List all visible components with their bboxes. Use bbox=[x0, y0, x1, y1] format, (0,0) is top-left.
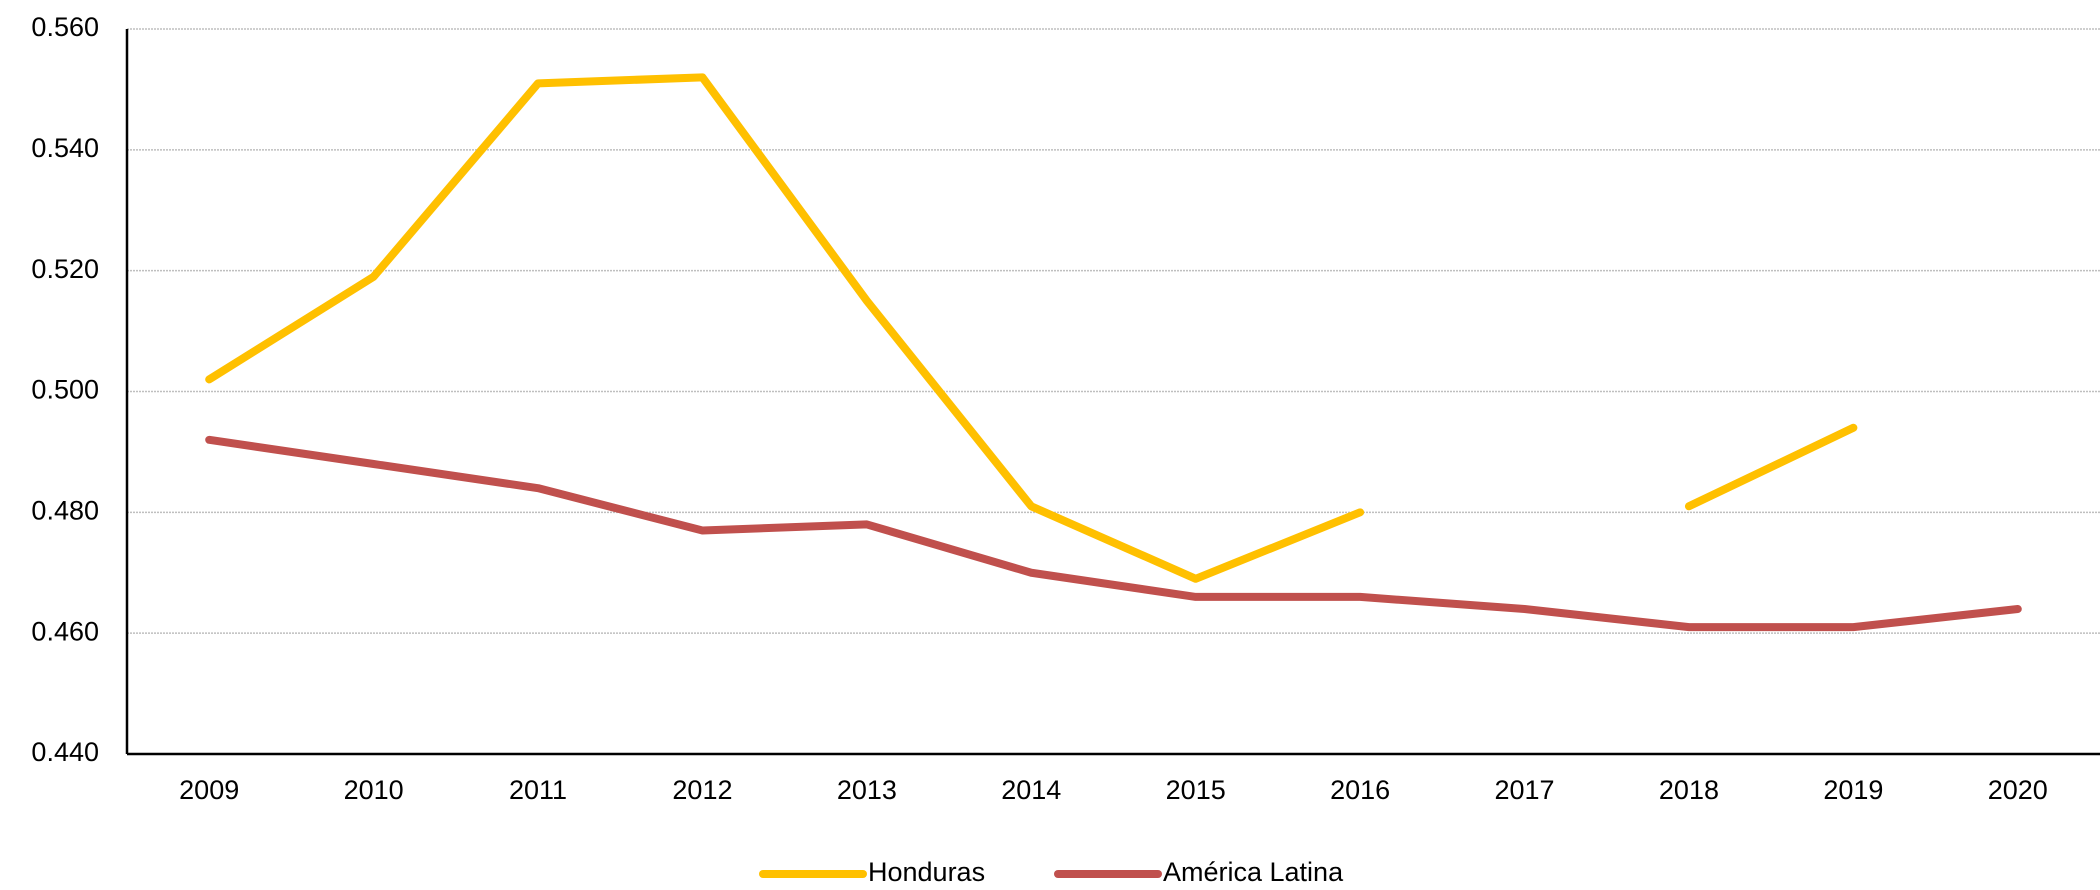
legend-label: Honduras bbox=[868, 857, 985, 887]
x-tick-label: 2015 bbox=[1166, 775, 1226, 805]
x-tick-label: 2014 bbox=[1001, 775, 1061, 805]
series-line bbox=[205, 73, 1858, 583]
y-tick-label: 0.480 bbox=[31, 495, 99, 525]
x-tick-label: 2020 bbox=[1988, 775, 2048, 805]
x-tick-label: 2010 bbox=[344, 775, 404, 805]
y-tick-label: 0.440 bbox=[31, 737, 99, 767]
y-tick-label: 0.460 bbox=[31, 616, 99, 646]
legend-label: América Latina bbox=[1163, 857, 1344, 887]
y-tick-label: 0.500 bbox=[31, 375, 99, 405]
y-tick-label: 0.520 bbox=[31, 254, 99, 284]
x-tick-label: 2011 bbox=[509, 775, 567, 805]
x-tick-label: 2017 bbox=[1495, 775, 1555, 805]
y-tick-label: 0.540 bbox=[31, 133, 99, 163]
x-tick-label: 2018 bbox=[1659, 775, 1719, 805]
x-tick-label: 2012 bbox=[672, 775, 732, 805]
series-line bbox=[205, 435, 2022, 632]
x-tick-label: 2019 bbox=[1823, 775, 1883, 805]
y-tick-label: 0.560 bbox=[31, 12, 99, 42]
x-tick-label: 2013 bbox=[837, 775, 897, 805]
x-tick-label: 2016 bbox=[1330, 775, 1390, 805]
x-tick-label: 2009 bbox=[179, 775, 239, 805]
